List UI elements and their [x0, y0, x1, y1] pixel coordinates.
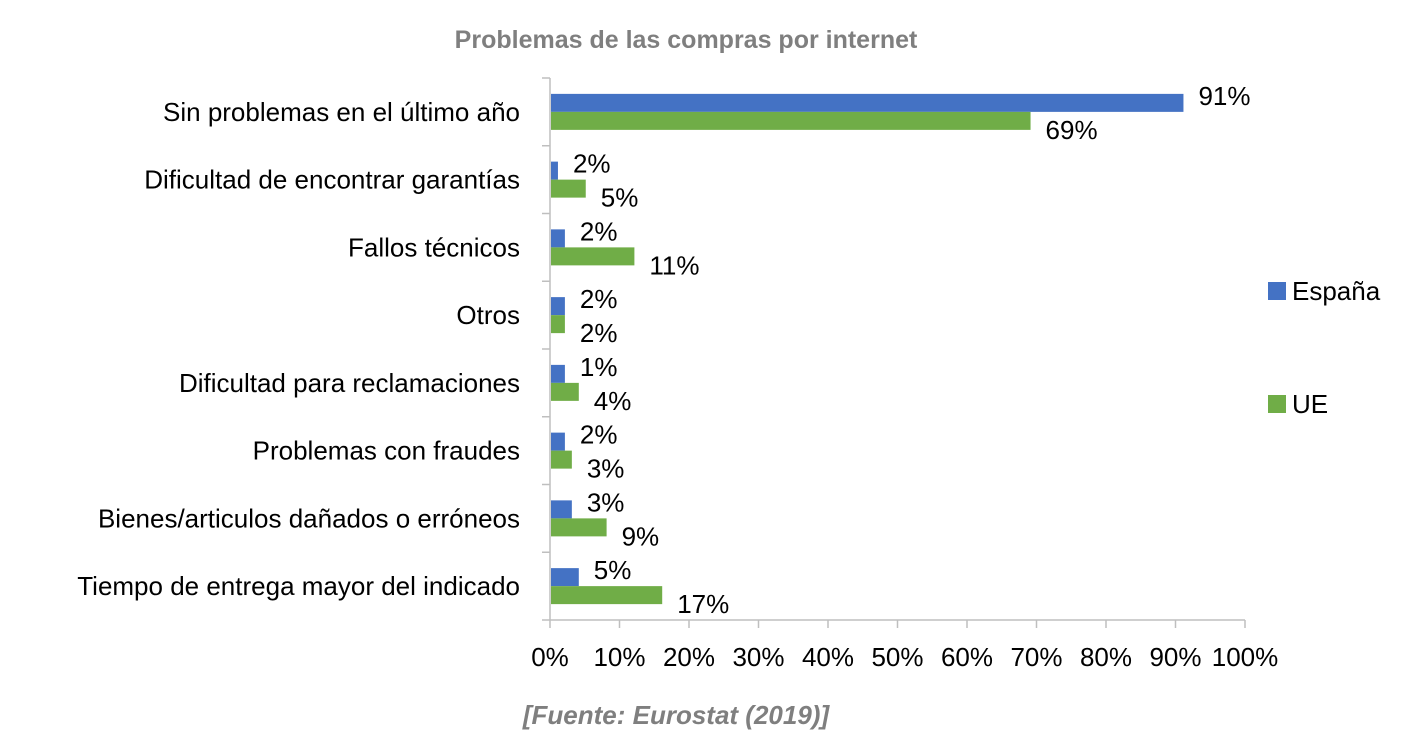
- x-tick-label: 50%: [871, 642, 923, 672]
- category-label: Tiempo de entrega mayor del indicado: [77, 571, 520, 601]
- espana-data-label: 2%: [580, 216, 618, 246]
- espana-bar: [551, 500, 572, 519]
- legend-swatch-espana: [1268, 282, 1286, 300]
- espana-data-label: 91%: [1198, 81, 1250, 111]
- espana-data-label: 2%: [580, 284, 618, 314]
- legend-swatch-ue: [1268, 395, 1286, 413]
- espana-bar: [551, 229, 565, 248]
- category-label: Dificultad para reclamaciones: [179, 368, 520, 398]
- ue-data-label: 4%: [594, 386, 632, 416]
- x-tick-label: 0%: [531, 642, 569, 672]
- espana-bar: [551, 432, 565, 451]
- x-tick-label: 100%: [1212, 642, 1279, 672]
- ue-data-label: 5%: [601, 183, 639, 213]
- ue-bar: [551, 586, 663, 605]
- source-note: [Fuente: Eurostat (2019)]: [522, 700, 831, 730]
- espana-data-label: 5%: [594, 555, 632, 585]
- x-tick-label: 40%: [802, 642, 854, 672]
- ue-bar: [551, 111, 1031, 130]
- espana-data-label: 2%: [573, 149, 611, 179]
- ue-bar: [551, 518, 607, 537]
- chart-title: Problemas de las compras por internet: [455, 26, 918, 54]
- espana-bar: [551, 161, 558, 180]
- ue-data-label: 11%: [649, 250, 699, 280]
- legend: España UE: [1268, 276, 1381, 419]
- legend-label-espana: España: [1292, 276, 1381, 306]
- espana-bar: [551, 364, 565, 383]
- ue-data-label: 69%: [1046, 115, 1098, 145]
- espana-data-label: 3%: [587, 487, 625, 517]
- espana-data-label: 1%: [580, 352, 618, 382]
- plot-area: 0% 10% 20% 30% 40% 50% 60% 70% 80% 90% 100% Sin pro…: [77, 77, 1279, 672]
- espana-bar: [551, 297, 565, 316]
- x-tick-label: 10%: [593, 642, 645, 672]
- espana-bar: [551, 568, 579, 587]
- ue-bar: [551, 247, 635, 266]
- category-label: Problemas con fraudes: [253, 436, 520, 466]
- category-label: Otros: [456, 300, 520, 330]
- ue-data-label: 2%: [580, 318, 618, 348]
- ue-bar: [551, 450, 572, 469]
- espana-bar: [551, 93, 1184, 112]
- ue-data-label: 17%: [677, 589, 729, 619]
- category-label: Fallos técnicos: [348, 232, 520, 262]
- x-tick-label: 60%: [941, 642, 993, 672]
- ue-data-label: 3%: [587, 454, 625, 484]
- ue-bar: [551, 179, 586, 198]
- category-label: Bienes/articulos dañados o erróneos: [98, 503, 520, 533]
- x-tick-label: 80%: [1080, 642, 1132, 672]
- legend-label-ue: UE: [1292, 389, 1328, 419]
- x-tick-label: 90%: [1149, 642, 1201, 672]
- ue-bar: [551, 315, 565, 334]
- ue-bar: [551, 382, 579, 401]
- category-label: Sin problemas en el último año: [163, 97, 520, 127]
- category-label: Dificultad de encontrar garantías: [144, 165, 520, 195]
- x-tick-label: 30%: [732, 642, 784, 672]
- espana-data-label: 2%: [580, 420, 618, 450]
- x-tick-label: 20%: [663, 642, 715, 672]
- ue-data-label: 9%: [622, 521, 660, 551]
- x-tick-label: 70%: [1010, 642, 1062, 672]
